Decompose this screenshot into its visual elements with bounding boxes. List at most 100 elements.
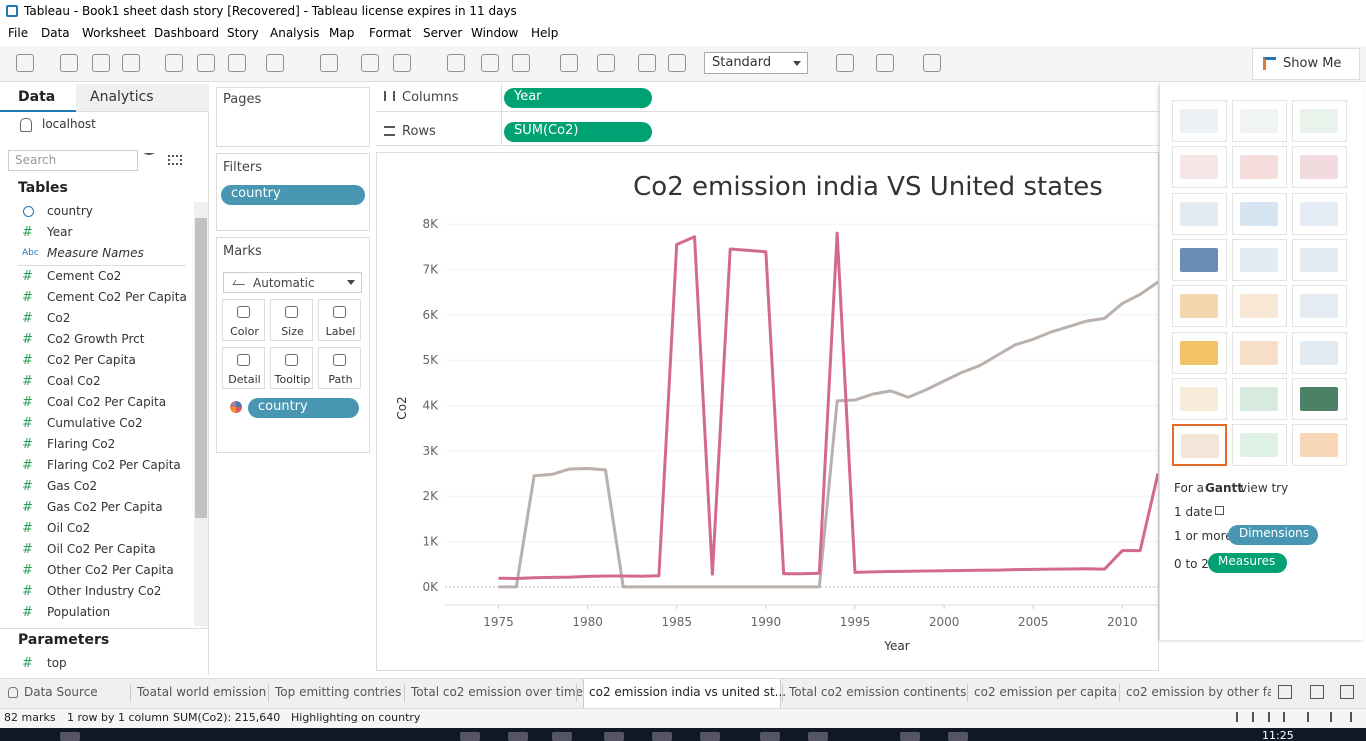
new-sheet-button[interactable] <box>1310 685 1324 699</box>
toolbar-button[interactable] <box>923 54 941 72</box>
status-nav-button[interactable] <box>1283 712 1292 722</box>
menu-item[interactable]: Dashboard <box>154 26 220 40</box>
menu-item[interactable]: Worksheet <box>82 26 146 40</box>
show-me-thumbnail[interactable] <box>1232 285 1287 328</box>
show-me-thumbnail[interactable] <box>1292 331 1347 374</box>
toolbar-button[interactable] <box>638 54 656 72</box>
field-item[interactable]: Year <box>47 225 73 239</box>
field-item[interactable]: Cement Co2 Per Capita <box>47 290 187 304</box>
analytics-tab-bg[interactable] <box>76 84 209 112</box>
toolbar-button[interactable] <box>197 54 215 72</box>
show-me-thumbnail[interactable] <box>1232 192 1287 235</box>
status-nav-button[interactable] <box>1350 712 1359 722</box>
sheet-tab[interactable]: Data Source <box>24 685 98 699</box>
status-nav-button[interactable] <box>1236 712 1245 722</box>
show-me-button[interactable]: Show Me <box>1252 48 1360 80</box>
field-item[interactable]: Coal Co2 Per Capita <box>47 395 167 409</box>
sheet-tab[interactable]: co2 emission per capita <box>974 685 1118 699</box>
field-item[interactable]: Gas Co2 <box>47 479 98 493</box>
toolbar-button[interactable] <box>361 54 379 72</box>
show-me-thumbnail[interactable] <box>1232 377 1287 420</box>
window-button[interactable] <box>1230 2 1260 22</box>
search-box[interactable]: Search <box>8 150 138 171</box>
sheet-tab[interactable]: Top emitting contries <box>275 685 402 699</box>
field-item[interactable]: Measure Names <box>47 246 144 260</box>
taskbar-app[interactable] <box>760 732 780 741</box>
marks-pill[interactable]: country <box>248 398 359 418</box>
show-me-thumbnail[interactable] <box>1232 100 1287 142</box>
field-item[interactable]: Oil Co2 <box>47 521 91 535</box>
show-me-thumbnail[interactable] <box>1292 146 1347 189</box>
toolbar-button[interactable] <box>447 54 465 72</box>
mark-button[interactable]: Color <box>222 299 265 341</box>
columns-pill[interactable]: Year <box>504 88 652 108</box>
new-sheet-button[interactable] <box>1340 685 1354 699</box>
taskbar-app[interactable] <box>604 732 624 741</box>
toolbar-button[interactable] <box>320 54 338 72</box>
toolbar-button[interactable] <box>876 54 894 72</box>
toolbar-button[interactable] <box>668 54 686 72</box>
taskbar-app[interactable] <box>808 732 828 741</box>
status-nav-button[interactable] <box>1307 712 1316 722</box>
field-item[interactable]: Population <box>47 605 111 619</box>
show-me-thumbnail[interactable] <box>1172 377 1227 420</box>
mark-button[interactable]: Detail <box>222 347 265 389</box>
view-size-dropdown[interactable]: Standard <box>704 52 808 74</box>
menu-item[interactable]: Data <box>41 26 70 40</box>
show-me-thumbnail[interactable] <box>1172 100 1227 142</box>
taskbar-app[interactable] <box>652 732 672 741</box>
toolbar-button[interactable] <box>60 54 78 72</box>
toolbar-button[interactable] <box>512 54 530 72</box>
toolbar-button[interactable] <box>165 54 183 72</box>
mark-button[interactable]: Tooltip <box>270 347 313 389</box>
toolbar-button[interactable] <box>597 54 615 72</box>
filter-pill[interactable]: country <box>221 185 365 205</box>
show-me-thumbnail[interactable] <box>1292 424 1347 467</box>
taskbar-app[interactable] <box>700 732 720 741</box>
show-me-thumbnail[interactable] <box>1232 424 1287 467</box>
toolbar-button[interactable] <box>122 54 140 72</box>
show-me-thumbnail[interactable] <box>1232 146 1287 189</box>
field-item[interactable]: Gas Co2 Per Capita <box>47 500 163 514</box>
show-me-thumbnail[interactable] <box>1232 331 1287 374</box>
toolbar-button[interactable] <box>16 54 34 72</box>
show-me-thumbnail[interactable] <box>1232 238 1287 281</box>
field-item[interactable]: Co2 Per Capita <box>47 353 136 367</box>
show-me-thumbnail[interactable] <box>1292 238 1347 281</box>
field-item[interactable]: country <box>47 204 93 218</box>
menu-item[interactable]: File <box>8 26 29 40</box>
rows-pill[interactable]: SUM(Co2) <box>504 122 652 142</box>
field-item[interactable]: Coal Co2 <box>47 374 101 388</box>
show-me-thumbnail[interactable] <box>1292 192 1347 235</box>
status-nav-button[interactable] <box>1268 712 1277 722</box>
parameter-item[interactable]: top <box>47 656 67 670</box>
show-me-thumbnail[interactable] <box>1292 377 1347 420</box>
field-item[interactable]: Other Co2 Per Capita <box>47 563 174 577</box>
show-me-thumbnail[interactable] <box>1172 146 1227 189</box>
toolbar-button[interactable] <box>560 54 578 72</box>
field-item[interactable]: Co2 <box>47 311 71 325</box>
taskbar-app[interactable] <box>460 732 480 741</box>
menu-item[interactable]: Window <box>471 26 519 40</box>
taskbar-app[interactable] <box>948 732 968 741</box>
show-me-thumbnail[interactable] <box>1172 238 1227 281</box>
status-nav-button[interactable] <box>1330 712 1339 722</box>
menu-item[interactable]: Server <box>423 26 463 40</box>
show-me-thumbnail[interactable] <box>1172 424 1227 467</box>
show-me-thumbnail[interactable] <box>1292 285 1347 328</box>
show-me-thumbnail[interactable] <box>1172 331 1227 374</box>
toolbar-button[interactable] <box>481 54 499 72</box>
window-button[interactable] <box>1326 2 1356 22</box>
field-item[interactable]: Cumulative Co2 <box>47 416 143 430</box>
taskbar-app[interactable] <box>900 732 920 741</box>
toolbar-button[interactable] <box>92 54 110 72</box>
show-me-thumbnail[interactable] <box>1172 285 1227 328</box>
show-me-thumbnail[interactable] <box>1292 100 1347 142</box>
mark-type-dropdown[interactable]: Automatic <box>223 272 362 293</box>
toolbar-button[interactable] <box>266 54 284 72</box>
taskbar-app[interactable] <box>60 732 80 741</box>
sheet-tab[interactable]: co2 emission by other fact <box>1126 685 1271 699</box>
toolbar-button[interactable] <box>393 54 411 72</box>
menu-item[interactable]: Map <box>329 26 355 40</box>
data-tab[interactable]: Data <box>18 89 56 105</box>
